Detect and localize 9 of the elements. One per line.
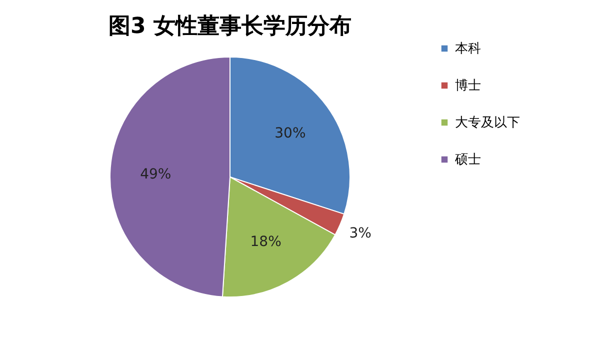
data-label: 3% xyxy=(349,225,372,242)
data-label: 18% xyxy=(250,234,282,250)
legend-label: 硕士 xyxy=(454,152,481,168)
data-label: 49% xyxy=(140,166,172,183)
legend-label: 本科 xyxy=(455,42,481,56)
data-label: 30% xyxy=(274,125,306,142)
legend-label: 博士 xyxy=(455,78,481,94)
legend-label: 大专及以下 xyxy=(455,116,520,130)
chart-title: 图3 女性董事长学历分布 xyxy=(108,14,352,39)
